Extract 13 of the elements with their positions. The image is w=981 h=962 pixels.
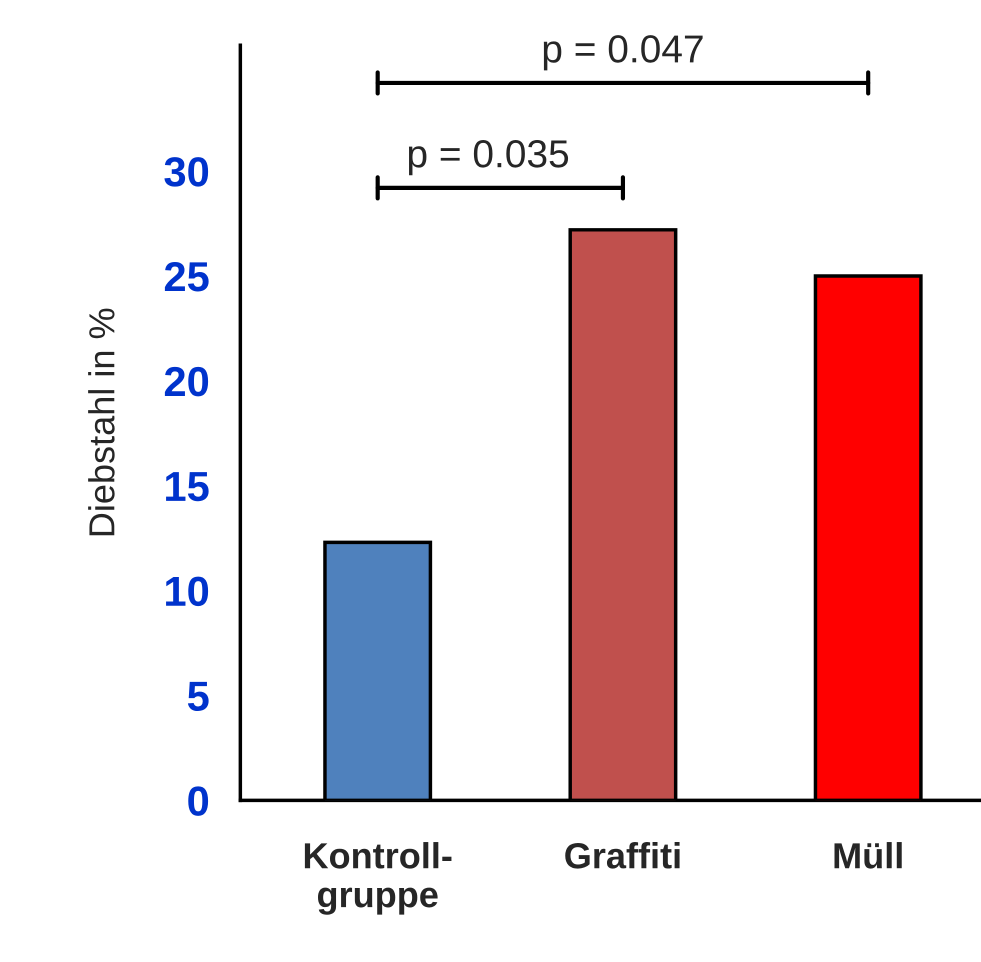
- x-tick-label: Kontroll- gruppe: [304, 842, 452, 915]
- annotation: p = 0.035: [408, 140, 568, 176]
- y-tick-label: 0: [188, 786, 208, 816]
- y-tick-label: 30: [164, 157, 208, 187]
- y-tick-label: 5: [188, 682, 209, 712]
- y-tick-label: 10: [166, 576, 208, 606]
- y-tick-label: 20: [164, 366, 208, 396]
- x-tick-label: Graffiti: [565, 842, 680, 869]
- x-tick-label: Müll: [834, 842, 902, 869]
- y-tick-label: 15: [166, 472, 209, 502]
- y-axis-title: Diebstahl in %: [88, 308, 115, 536]
- y-tick-label: 25: [164, 262, 209, 292]
- annotation: p = 0.047: [544, 35, 703, 70]
